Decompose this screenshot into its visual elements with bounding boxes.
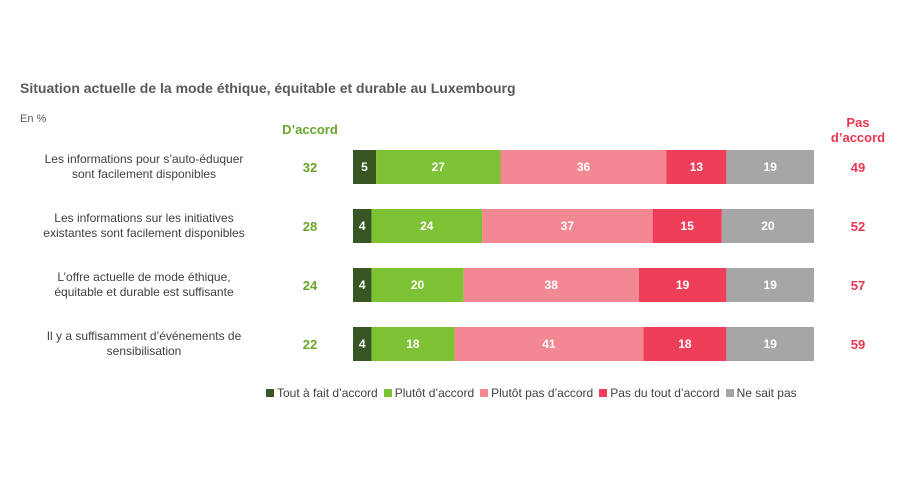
legend-label: Tout à fait d’accord xyxy=(277,386,378,400)
legend-item: Pas du tout d’accord xyxy=(599,386,720,400)
bar-segment xyxy=(463,268,639,302)
bar-value-label: 19 xyxy=(764,337,778,351)
disagree-header: Pas d’accord xyxy=(820,115,896,145)
row-label-line: L’offre actuelle de mode éthique, xyxy=(57,270,231,284)
bar-value-label: 41 xyxy=(542,337,556,351)
bar-segment xyxy=(482,209,653,243)
bar-value-label: 4 xyxy=(359,337,366,351)
legend-swatch xyxy=(266,389,274,397)
bar-segment xyxy=(500,150,667,184)
row-label: Les informations sur les initiatives exis… xyxy=(20,211,268,241)
bar-value-label: 19 xyxy=(764,278,778,292)
bar-value-label: 13 xyxy=(690,160,704,174)
bar-segment xyxy=(376,150,501,184)
bar-segment xyxy=(371,268,464,302)
bar-segment xyxy=(666,150,727,184)
bar-value-label: 24 xyxy=(420,219,434,233)
agree-total: 28 xyxy=(303,219,317,234)
bar-value-label: 20 xyxy=(761,219,775,233)
row-label-line: Les informations sur les initiatives xyxy=(54,211,234,225)
bar-segment xyxy=(726,327,814,361)
unit-label: En % xyxy=(20,113,47,125)
legend-swatch xyxy=(480,389,489,397)
bar-segment xyxy=(638,268,727,302)
row-label-line: sensibilisation xyxy=(106,344,182,358)
bar-segment xyxy=(353,209,372,243)
bar-value-label: 18 xyxy=(678,337,692,351)
agree-header: D’accord xyxy=(282,122,338,137)
bar-segment xyxy=(454,327,644,361)
disagree-total: 59 xyxy=(851,337,865,352)
row-label: Il y a suffisamment d’événements de sensi… xyxy=(20,329,268,359)
row-label-line: existantes sont facilement disponibles xyxy=(43,226,245,240)
bar-value-label: 19 xyxy=(764,160,778,174)
bar-segment xyxy=(353,150,377,184)
bar-segment xyxy=(721,209,814,243)
row-label-line: Il y a suffisamment d’événements de xyxy=(46,329,242,343)
bar-segment xyxy=(371,327,455,361)
legend-label: Plutôt pas d’accord xyxy=(491,386,594,400)
bar-segment xyxy=(353,268,372,302)
disagree-total: 57 xyxy=(851,278,865,293)
legend-item: Plutôt pas d’accord xyxy=(480,386,593,400)
agree-total: 32 xyxy=(303,160,317,175)
bar-segment xyxy=(371,209,483,243)
legend-item: Plutôt d’accord xyxy=(383,386,475,400)
bar-value-label: 15 xyxy=(681,219,695,233)
bar-value-label: 27 xyxy=(432,160,446,174)
row-label-line: Les informations pour s’auto-éduquer xyxy=(44,152,244,166)
legend-swatch xyxy=(725,389,734,397)
bar-value-label: 4 xyxy=(359,278,366,292)
row-label: Les informations pour s’auto-éduquer sont… xyxy=(20,152,268,182)
legend-label: Plutôt d’accord xyxy=(394,386,475,400)
bar-segment xyxy=(643,327,727,361)
bar-segment xyxy=(726,268,814,302)
bar-value-label: 38 xyxy=(545,278,559,292)
legend: Tout à fait d’accord Plutôt d’accord Plutô… xyxy=(266,386,797,400)
legend-swatch xyxy=(599,389,608,397)
bar-value-label: 20 xyxy=(411,278,425,292)
bar-value-label: 5 xyxy=(361,160,368,174)
row-label-line: sont facilement disponibles xyxy=(71,167,217,181)
bar-segment xyxy=(652,209,722,243)
agree-total: 22 xyxy=(303,337,317,352)
legend-label: Ne sait pas xyxy=(736,386,797,400)
bar-value-label: 19 xyxy=(676,278,690,292)
bar-segment xyxy=(726,150,814,184)
row-label: L’offre actuelle de mode éthique, équitab… xyxy=(20,270,268,300)
bar-value-label: 18 xyxy=(406,337,420,351)
bar-segment xyxy=(353,327,372,361)
row-label-line: équitable et durable est suffisante xyxy=(54,285,234,299)
bar-value-label: 4 xyxy=(359,219,366,233)
legend-swatch xyxy=(383,389,392,397)
agree-total: 24 xyxy=(303,278,318,293)
disagree-total: 49 xyxy=(851,160,865,175)
disagree-header-line1: Pas xyxy=(846,115,870,130)
bar-value-label: 36 xyxy=(577,160,591,174)
legend-item: Tout à fait d’accord xyxy=(266,386,378,400)
legend-label: Pas du tout d’accord xyxy=(610,386,720,400)
legend-item: Ne sait pas xyxy=(725,386,797,400)
chart-title: Situation actuelle de la mode éthique, é… xyxy=(20,80,516,96)
disagree-total: 52 xyxy=(851,219,865,234)
disagree-header-line2: d’accord xyxy=(830,130,886,145)
bar-value-label: 37 xyxy=(561,219,575,233)
